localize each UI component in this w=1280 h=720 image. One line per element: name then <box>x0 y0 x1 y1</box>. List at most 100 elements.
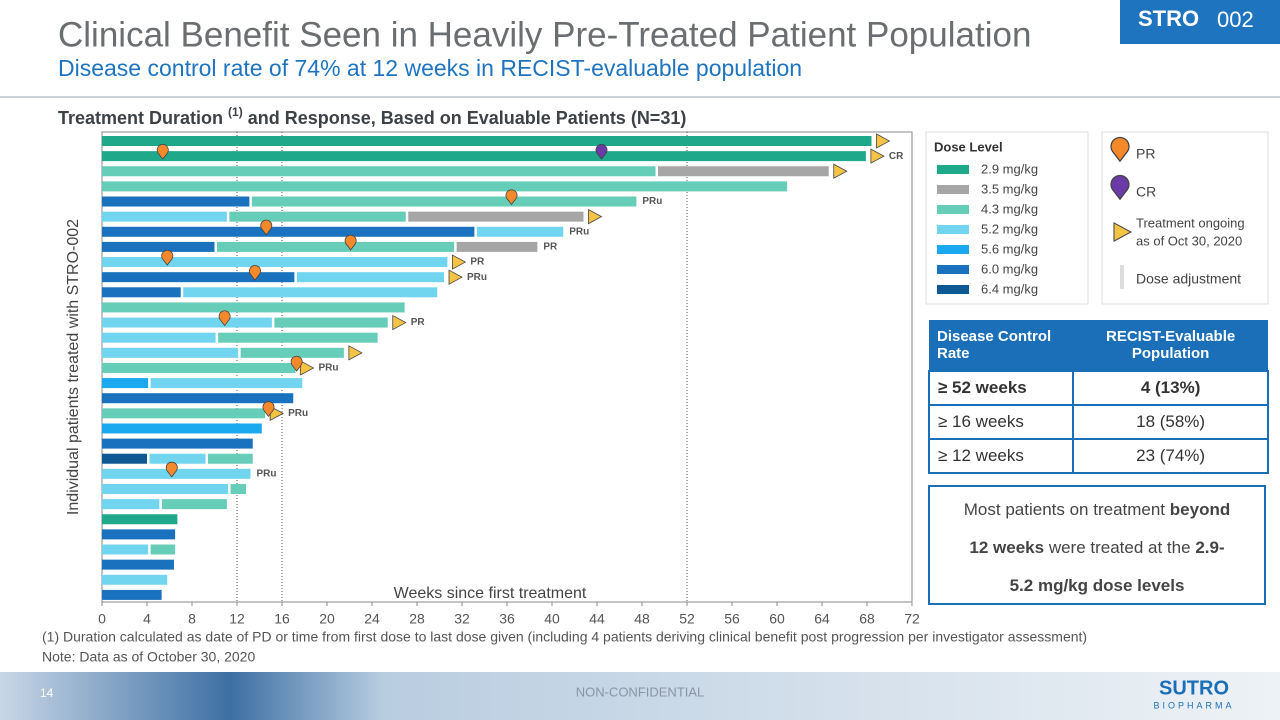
legend-label: CR <box>1136 184 1156 200</box>
legend-swatch <box>937 165 969 174</box>
legend-swatch <box>937 265 969 274</box>
x-tick-label: 52 <box>679 611 695 627</box>
badge-text: STRO <box>1138 6 1199 31</box>
legend-marker <box>1110 174 1130 201</box>
logo-sub: BIOPHARMA <box>1153 700 1234 710</box>
response-label: PRu <box>257 469 277 480</box>
dose-segment <box>102 408 266 419</box>
x-tick-label: 20 <box>319 611 335 627</box>
x-tick-label: 32 <box>454 611 470 627</box>
logo: SUTRO <box>1159 677 1229 699</box>
dose-segment <box>102 136 872 146</box>
x-tick-label: 16 <box>274 611 290 627</box>
x-tick-label: 8 <box>188 611 196 627</box>
legend-ongoing: as of Oct 30, 2020 <box>1136 233 1242 248</box>
response-marker <box>505 189 518 206</box>
ongoing-arrow <box>833 163 848 179</box>
table-header: Disease Control Rate RECIST-Evaluable Pop… <box>929 320 1268 371</box>
dose-segment <box>102 166 656 177</box>
title: Clinical Benefit Seen in Heavily Pre-Tre… <box>58 15 1031 54</box>
x-tick-label: 48 <box>634 611 650 627</box>
legend-swatch <box>937 205 969 214</box>
chart-title-end: and Response, Based on Evaluable Patient… <box>248 108 687 128</box>
response-marker <box>161 249 174 266</box>
callout-text: beyond <box>1169 500 1231 519</box>
page-number: 14 <box>40 686 54 700</box>
x-tick-label: 0 <box>98 611 106 627</box>
table-row: ≥ 16 weeks 18 (58%) <box>927 404 1269 440</box>
ongoing-arrow <box>392 314 407 331</box>
callout-text: Most patients on treatment <box>963 500 1166 519</box>
dose-segment <box>102 196 250 207</box>
dose-segment <box>218 332 378 343</box>
dose-segment <box>217 241 455 252</box>
response-label: PRu <box>569 226 589 237</box>
dose-segment <box>296 272 444 283</box>
x-tick-label: 44 <box>589 611 605 627</box>
classification: NON-CONFIDENTIAL <box>576 684 705 699</box>
footnote: Note: Data as of October 30, 2020 <box>42 649 255 665</box>
table-cell: ≥ 16 weeks <box>927 404 1075 440</box>
response-marker <box>290 355 303 372</box>
ongoing-arrow <box>870 148 885 164</box>
dose-segment <box>476 226 564 237</box>
dcr-table: Disease Control Rate RECIST-Evaluable Pop… <box>927 320 1269 474</box>
dose-segment <box>161 499 227 510</box>
response-marker <box>262 401 275 417</box>
legend-label: 4.3 mg/kg <box>981 201 1038 216</box>
callout-line: 5.2 mg/kg dose levels <box>930 567 1264 605</box>
dose-segment <box>251 196 637 207</box>
y-axis-label: Individual patients treated with STRO-00… <box>65 219 82 515</box>
table-cell: 23 (74%) <box>1072 438 1269 474</box>
dose-segment <box>102 483 228 494</box>
dose-segment <box>102 257 448 268</box>
table-cell: 18 (58%) <box>1072 404 1269 440</box>
table-row: ≥ 12 weeks 23 (74%) <box>927 438 1269 474</box>
response-marker <box>156 144 169 160</box>
x-tick-label: 60 <box>769 611 785 627</box>
dose-segment <box>102 287 181 298</box>
x-axis-label: Weeks since first treatment <box>394 585 587 602</box>
dose-segment <box>102 347 239 358</box>
dose-segment <box>102 241 215 252</box>
x-tick-label: 4 <box>143 611 151 627</box>
x-tick-label: 72 <box>904 611 920 627</box>
callout-text: 12 weeks <box>969 538 1045 557</box>
legend-adjustment: Dose adjustment <box>1136 271 1241 287</box>
dose-legend-box <box>925 131 1089 305</box>
response-marker <box>165 461 178 478</box>
ongoing-arrow <box>448 269 463 285</box>
legend-swatch <box>937 285 969 294</box>
dose-segment <box>102 181 788 192</box>
dose-segment <box>230 483 246 494</box>
x-tick-label: 36 <box>499 611 515 627</box>
dose-segment <box>149 453 206 464</box>
response-marker <box>249 265 261 281</box>
dose-segment <box>102 544 149 555</box>
x-tick-label: 68 <box>859 611 875 627</box>
footer-band <box>0 672 1280 720</box>
dose-segment <box>102 393 294 404</box>
dose-segment <box>102 272 295 283</box>
subtitle: Disease control rate of 74% at 12 weeks … <box>58 55 802 81</box>
dose-segment <box>102 211 227 222</box>
badge-number: 002 <box>1217 7 1254 32</box>
dose-segment <box>102 317 272 328</box>
x-tick-label: 28 <box>409 611 425 627</box>
table-row: ≥ 52 weeks 4 (13%) <box>927 370 1269 406</box>
table-cell: ≥ 52 weeks <box>927 370 1075 406</box>
legend-label: 6.4 mg/kg <box>981 281 1038 296</box>
dose-segment <box>183 287 438 298</box>
dose-segment <box>102 226 475 237</box>
response-label: PR <box>470 257 485 268</box>
callout-text: 2.9- <box>1195 538 1225 557</box>
dose-segment <box>102 378 149 389</box>
callout-line: Most patients on treatment beyond <box>930 491 1264 529</box>
dose-segment <box>229 211 406 222</box>
chart-title: Treatment Duration (1) and Response, Based… <box>58 105 686 128</box>
response-legend-box <box>1101 131 1269 305</box>
response-label: PRu <box>319 363 339 374</box>
footnote: (1) Duration calculated as date of PD or… <box>42 629 1087 645</box>
dose-segment <box>102 438 253 449</box>
